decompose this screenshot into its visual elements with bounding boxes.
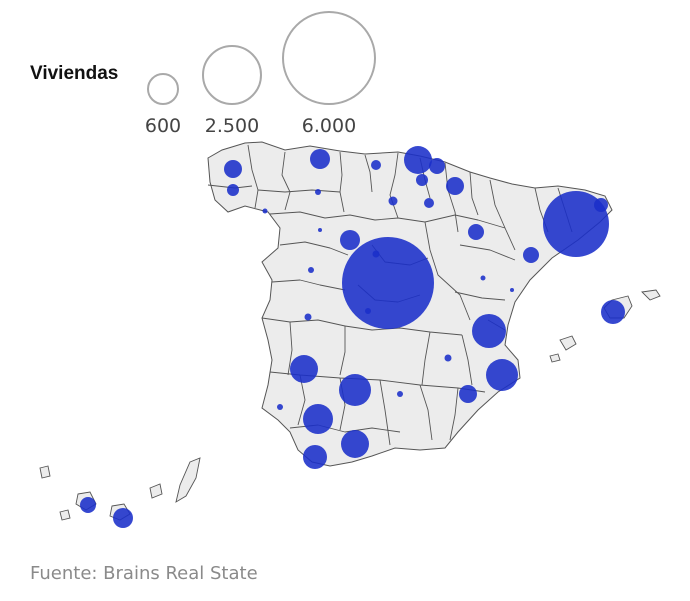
bubble-lugo [227, 184, 239, 196]
legend-label-small: 600 [144, 115, 182, 137]
bubble-salamanca [308, 267, 314, 273]
bubble-zaragoza [468, 224, 484, 240]
bubble-cantabria [371, 160, 381, 170]
bubble-huelva [277, 404, 283, 410]
bubble-leon [315, 189, 321, 195]
bubble-burgos [388, 196, 398, 206]
bubble-ciudad-real [444, 354, 452, 362]
bubble-jaen [397, 391, 403, 397]
legend-circles [147, 11, 376, 105]
bubble-alicante [486, 359, 518, 391]
bubble-sevilla [303, 404, 333, 434]
bubble-bizkaia [404, 146, 432, 174]
bubble-navarra [446, 177, 464, 195]
bubble-baleares [601, 300, 625, 324]
bubble-segovia [372, 250, 380, 258]
bubble-murcia [459, 385, 477, 403]
bubble-las-palmas [113, 508, 133, 528]
legend-circle-large [282, 11, 376, 105]
bubble-cordoba [339, 374, 371, 406]
bubble-badajoz [290, 355, 318, 383]
source-note: Fuente: Brains Real State [30, 563, 258, 584]
bubble-a-coruna [224, 160, 242, 178]
legend-label-large: 6.000 [301, 115, 357, 137]
legend-circle-medium [202, 45, 262, 105]
bubble-gipuzkoa [429, 158, 445, 174]
bubble-valencia [472, 314, 506, 348]
legend-label-medium: 2.500 [204, 115, 260, 137]
bubble-valladolid [340, 230, 360, 250]
bubble-caceres [304, 313, 312, 321]
housing-bubbles [80, 146, 625, 528]
bubble-barcelona [543, 191, 609, 257]
legend-circle-small [147, 73, 179, 105]
balearic-islands [549, 289, 661, 363]
bubble-tarragona [523, 247, 539, 263]
bubble-girona [594, 198, 608, 212]
bubble-tenerife [80, 497, 96, 513]
bubble-cadiz [303, 445, 327, 469]
bubble-alava [416, 174, 428, 186]
bubble-teruel [480, 275, 486, 281]
bubble-castellon [510, 288, 514, 292]
bubble-madrid [342, 237, 434, 329]
bubble-pontevedra [262, 208, 268, 214]
bubble-la-rioja [424, 198, 434, 208]
bubble-asturias [310, 149, 330, 169]
province-borders [207, 144, 573, 446]
legend-title: Viviendas [30, 63, 119, 84]
bubble-malaga [341, 430, 369, 458]
bubble-zamora [318, 228, 322, 232]
bubble-toledo [365, 308, 371, 314]
